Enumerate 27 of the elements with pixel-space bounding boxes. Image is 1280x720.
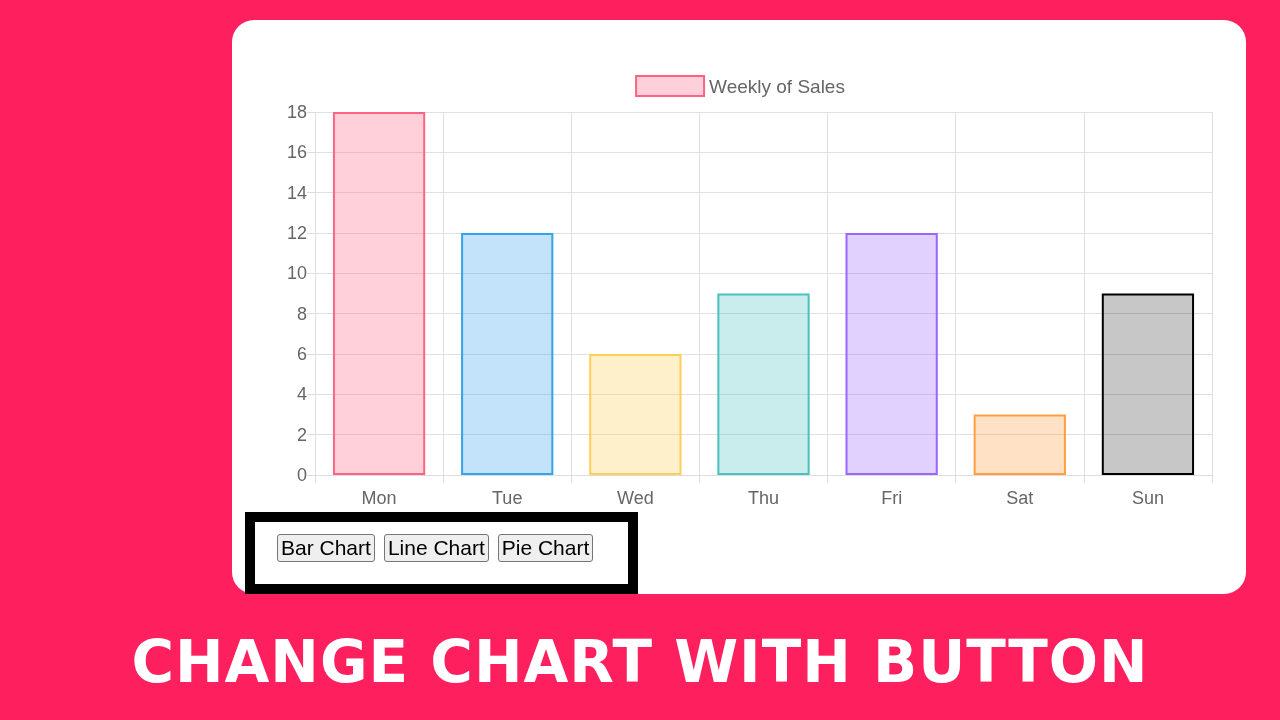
bar <box>717 293 810 475</box>
y-tick-label: 6 <box>296 344 307 364</box>
bar <box>1101 293 1195 475</box>
bar <box>589 354 682 475</box>
y-tick-label: 18 <box>286 102 307 122</box>
y-tick-label: 14 <box>286 182 307 203</box>
outline-box: Bar Chart Line Chart Pie Chart <box>245 512 638 594</box>
y-tick-label: 8 <box>296 303 307 324</box>
bar <box>332 112 426 475</box>
x-tick-label: Fri <box>881 488 903 508</box>
y-tick-label: 10 <box>286 263 307 284</box>
x-tick-label: Sun <box>1131 488 1164 508</box>
x-tick-label: Tue <box>492 488 523 508</box>
x-tick-label: Mon <box>361 488 397 508</box>
legend-label: Weekly of Sales <box>709 75 845 97</box>
x-tick-label: Thu <box>747 488 780 508</box>
bar <box>461 233 554 475</box>
y-tick-label: 12 <box>286 223 307 243</box>
y-tick-label: 16 <box>286 142 307 163</box>
x-tick-label: Sat <box>1006 488 1034 508</box>
bar <box>845 233 938 475</box>
y-tick-label: 4 <box>296 384 307 405</box>
y-tick-label: 2 <box>296 424 307 445</box>
x-tick-label: Wed <box>617 488 654 508</box>
bar <box>973 414 1066 475</box>
y-tick-label: 0 <box>296 465 307 485</box>
text: CHANGE CHART WITH BUTTON <box>130 628 1150 696</box>
